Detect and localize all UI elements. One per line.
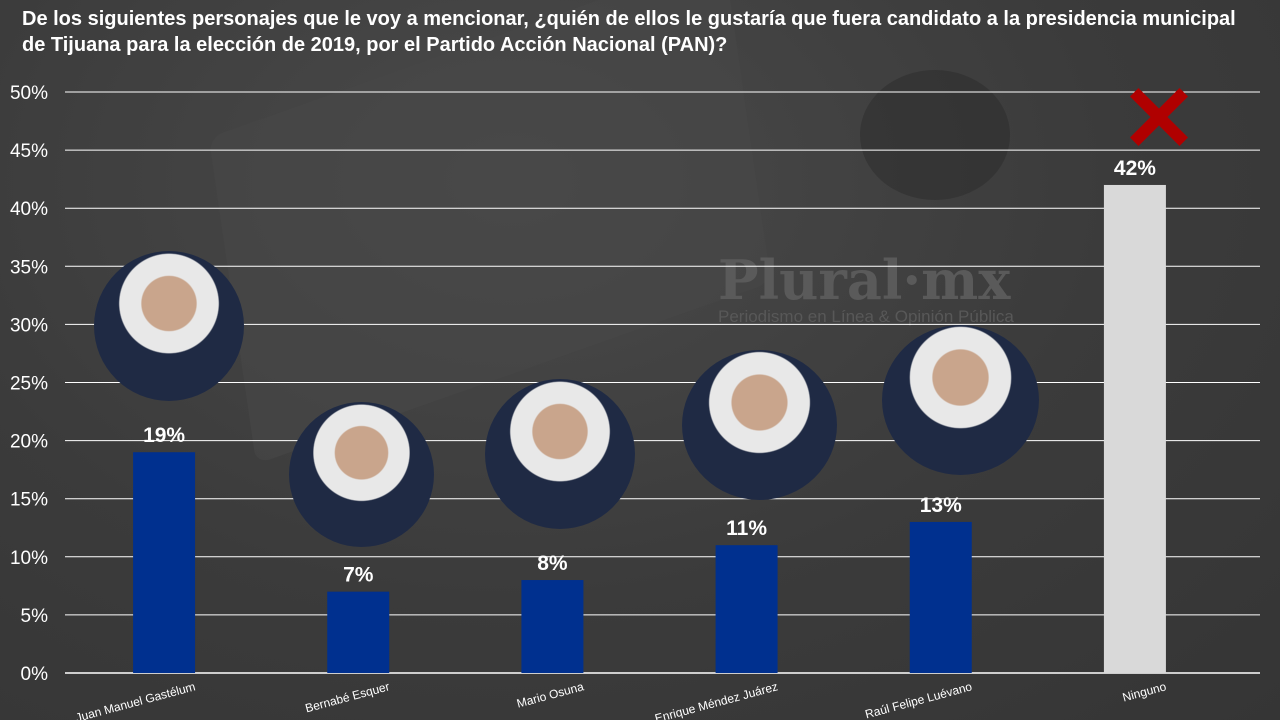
candidate-photo-gastelum bbox=[94, 251, 244, 401]
x-tick-label: Mario Osuna bbox=[515, 679, 585, 710]
bar bbox=[909, 521, 972, 673]
bar bbox=[1103, 184, 1166, 673]
y-tick-label: 0% bbox=[21, 664, 49, 685]
data-label: 13% bbox=[920, 494, 962, 517]
x-tick-label: Raúl Felipe Luévano bbox=[864, 679, 974, 720]
data-label: 11% bbox=[726, 517, 767, 540]
x-tick-label: Ninguno bbox=[1121, 679, 1168, 704]
bar bbox=[327, 591, 390, 673]
x-tick-label: Bernabé Esquer bbox=[304, 679, 391, 715]
chart-title: De los siguientes personajes que le voy … bbox=[22, 8, 1236, 56]
bar bbox=[521, 580, 584, 673]
y-tick-label: 5% bbox=[21, 606, 49, 627]
y-tick-label: 30% bbox=[10, 315, 48, 336]
candidate-photo-mendez bbox=[682, 350, 837, 500]
candidate-photo-luevano bbox=[882, 325, 1039, 475]
watermark-logo: Plural·mx Periodismo en Línea & Opinión P… bbox=[718, 248, 1014, 326]
candidate-photo-osuna bbox=[485, 379, 635, 529]
y-tick-label: 35% bbox=[10, 257, 48, 278]
data-label: 19% bbox=[143, 424, 185, 447]
y-tick-label: 50% bbox=[10, 83, 48, 104]
y-tick-label: 20% bbox=[10, 432, 48, 453]
y-tick-label: 45% bbox=[10, 141, 48, 162]
bar bbox=[133, 452, 196, 673]
cross-icon bbox=[1128, 86, 1190, 148]
data-label: 42% bbox=[1114, 157, 1156, 180]
y-tick-label: 40% bbox=[10, 199, 48, 220]
y-tick-label: 25% bbox=[10, 374, 48, 395]
candidate-photo-esquer bbox=[289, 402, 434, 547]
y-tick-label: 10% bbox=[10, 548, 48, 569]
x-tick-label: Enrique Méndez Juárez bbox=[653, 679, 779, 720]
data-label: 7% bbox=[343, 564, 374, 587]
y-tick-label: 15% bbox=[10, 490, 48, 511]
x-tick-label: Juan Manuel Gastélum bbox=[74, 679, 197, 720]
data-label: 8% bbox=[537, 552, 568, 575]
bar bbox=[715, 545, 778, 673]
